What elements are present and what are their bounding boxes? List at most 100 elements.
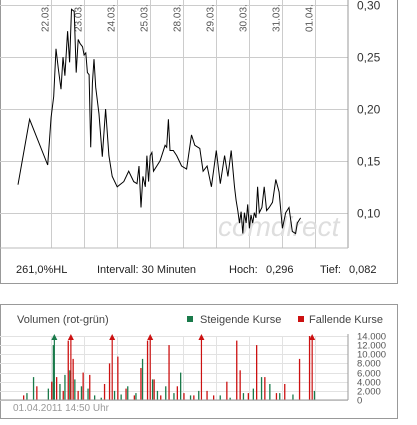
volume-bar — [247, 393, 249, 400]
volume-bar — [23, 395, 25, 400]
volume-bar — [32, 377, 35, 400]
volume-bar — [239, 370, 241, 400]
volume-bar — [260, 377, 263, 400]
volume-bar — [256, 345, 258, 400]
price-x-tick-label: 25.03. — [140, 4, 151, 32]
volume-bars — [23, 336, 316, 400]
volume-bar — [117, 356, 119, 400]
timestamp: 01.04.2011 14:50 Uhr — [13, 403, 110, 414]
volume-bar — [36, 386, 38, 400]
legend-falling-label: Fallende Kurse — [309, 314, 383, 326]
price-x-tick-label: 01.04. — [305, 4, 316, 32]
price-x-tick-label: 30.03. — [239, 4, 250, 32]
volume-bar — [89, 374, 91, 400]
volume-bar — [77, 390, 79, 400]
price-line — [17, 8, 302, 235]
volume-bar — [252, 388, 254, 400]
price-x-tick-label: 23.03. — [74, 4, 85, 32]
overflow-arrow-icon — [309, 334, 316, 340]
volume-bar — [151, 379, 154, 400]
volume-y-tick-label: 6.000 — [357, 369, 381, 380]
volume-bar — [133, 395, 135, 400]
volume-bar — [264, 377, 266, 400]
volume-bar — [180, 372, 182, 400]
volume-bar — [173, 393, 175, 400]
volume-y-tick-label: 8.000 — [357, 359, 381, 370]
volume-bar — [82, 372, 84, 400]
legend-rising-label: Steigende Kurse — [200, 314, 282, 326]
volume-title: Volumen (rot-grün) — [17, 314, 109, 326]
volume-bar — [153, 379, 155, 400]
price-chart-panel — [0, 0, 398, 284]
volume-bar — [59, 384, 61, 400]
volume-y-tick-label: 4.000 — [357, 378, 381, 389]
volume-bar — [193, 395, 195, 400]
overflow-arrow-icon — [147, 334, 154, 340]
volume-bar — [103, 384, 106, 400]
price-x-tick-label: 31.03. — [272, 4, 283, 32]
volume-bar — [100, 397, 102, 400]
volume-bar — [284, 384, 286, 400]
volume-bar — [26, 393, 28, 400]
price-y-tick-label: 0,10 — [357, 207, 381, 221]
volume-bar — [229, 397, 231, 400]
volume-bar — [206, 390, 208, 400]
volume-bar — [269, 384, 271, 400]
volume-bar — [108, 363, 111, 400]
low-label: Tief: — [320, 264, 341, 276]
overflow-arrow-icon — [51, 334, 58, 340]
volume-bar — [67, 340, 69, 400]
volume-bar — [176, 386, 178, 400]
volume-bar — [308, 336, 311, 400]
price-y-tick-label: 0,20 — [357, 103, 381, 117]
volume-bar — [51, 381, 53, 400]
volume-bar — [72, 358, 74, 400]
volume-y-tick-label: 14.000 — [357, 332, 386, 343]
volume-bar — [236, 340, 238, 400]
legend-rising: Steigende Kurse — [187, 314, 281, 326]
volume-bar — [275, 393, 278, 400]
volume-bar — [127, 386, 129, 400]
low-value: 0,082 — [349, 264, 377, 276]
volume-bar — [292, 394, 294, 400]
price-chart: comdirect 22.03. 23.03. 24.03. 25.03. 28.03.… — [0, 0, 381, 249]
overflow-arrow-icon — [67, 334, 74, 340]
volume-y-tick-label: 12.000 — [357, 341, 386, 352]
volume-bar — [47, 388, 49, 400]
volume-bar — [141, 358, 144, 400]
volume-bar — [165, 386, 167, 400]
high-value: 0,296 — [266, 264, 294, 276]
volume-bar — [94, 395, 96, 400]
volume-bar — [135, 393, 137, 400]
volume-bar — [146, 340, 149, 400]
volume-y-tick-label: 2.000 — [357, 387, 381, 398]
overflow-arrow-icon — [198, 334, 205, 340]
price-x-tick-label: 28.03. — [173, 4, 184, 32]
volume-bar — [226, 381, 228, 400]
volume-bar — [52, 345, 54, 400]
price-x-tick-label: 24.03. — [107, 4, 118, 32]
volume-overflow-markers — [51, 334, 316, 400]
interval-label: Intervall: 30 Minuten — [97, 264, 197, 276]
volume-bar — [168, 345, 170, 400]
price-x-tick-label: 29.03. — [206, 4, 217, 32]
price-y-tick-label: 0,25 — [357, 51, 381, 65]
volume-bar — [120, 394, 122, 400]
change-percent: 261,0%HL — [16, 264, 68, 276]
volume-bar — [140, 368, 142, 400]
volume-bar — [56, 377, 58, 400]
overflow-arrow-icon — [109, 334, 116, 340]
volume-bar — [64, 374, 66, 400]
high-label: Hoch: — [229, 264, 258, 276]
volume-bar — [219, 395, 221, 400]
price-x-tick-labels: 22.03. 23.03. 24.03. 25.03. 28.03. 29.03. 30.0… — [41, 4, 316, 32]
volume-bar — [298, 358, 301, 400]
price-y-tick-label: 0,15 — [357, 155, 381, 169]
price-y-tick-label: 0,30 — [357, 0, 381, 13]
legend-falling: Fallende Kurse — [298, 314, 383, 326]
volume-bar — [125, 388, 127, 400]
volume-bar — [313, 390, 316, 400]
volume-panel — [0, 304, 398, 419]
